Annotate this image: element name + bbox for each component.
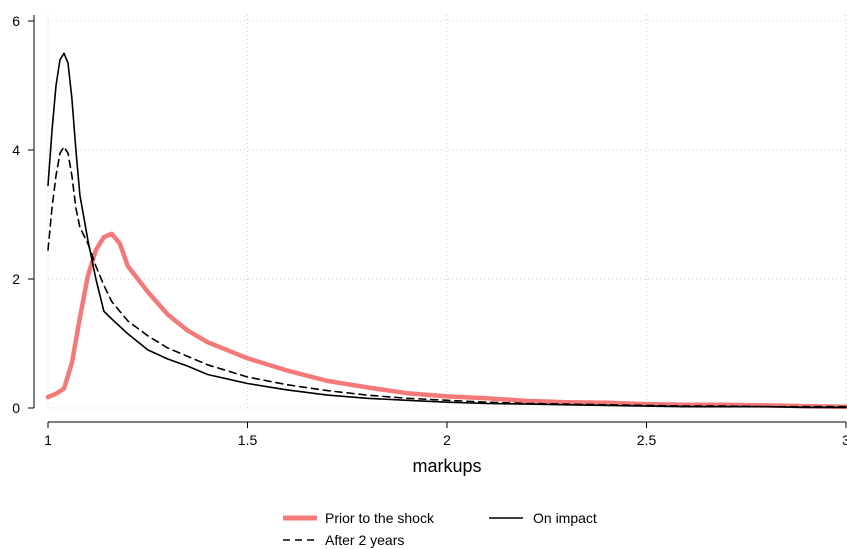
- legend-item-prior: Prior to the shock: [283, 510, 435, 526]
- legend-label-after: After 2 years: [325, 532, 404, 548]
- legend-item-impact: On impact: [489, 510, 597, 526]
- y-tick-label-0: 0: [12, 400, 20, 416]
- y-tick-label-3: 6: [12, 13, 20, 29]
- y-ticks: 0 2 4 6: [12, 13, 34, 416]
- x-ticks: 1 1.5 2 2.5 3: [44, 422, 847, 448]
- y-tick-label-2: 4: [12, 142, 20, 158]
- grid-lines: [47, 15, 847, 409]
- x-tick-label-3: 2.5: [637, 432, 657, 448]
- x-tick-label-0: 1: [44, 432, 52, 448]
- legend-label-prior: Prior to the shock: [325, 510, 435, 526]
- y-tick-label-1: 2: [12, 271, 20, 287]
- series-line-0: [45, 231, 847, 409]
- x-tick-label-2: 2: [443, 432, 451, 448]
- legend-item-after: After 2 years: [283, 532, 404, 548]
- series-lines: [45, 52, 847, 409]
- x-tick-label-4: 3: [842, 432, 847, 448]
- x-axis-title: markups: [412, 456, 481, 476]
- legend: Prior to the shock On impact After 2 yea…: [283, 510, 597, 548]
- x-tick-label-1: 1.5: [238, 432, 258, 448]
- axes: [33, 15, 846, 423]
- series-line-1: [47, 52, 847, 409]
- legend-label-impact: On impact: [533, 510, 597, 526]
- series-line-2: [47, 146, 847, 408]
